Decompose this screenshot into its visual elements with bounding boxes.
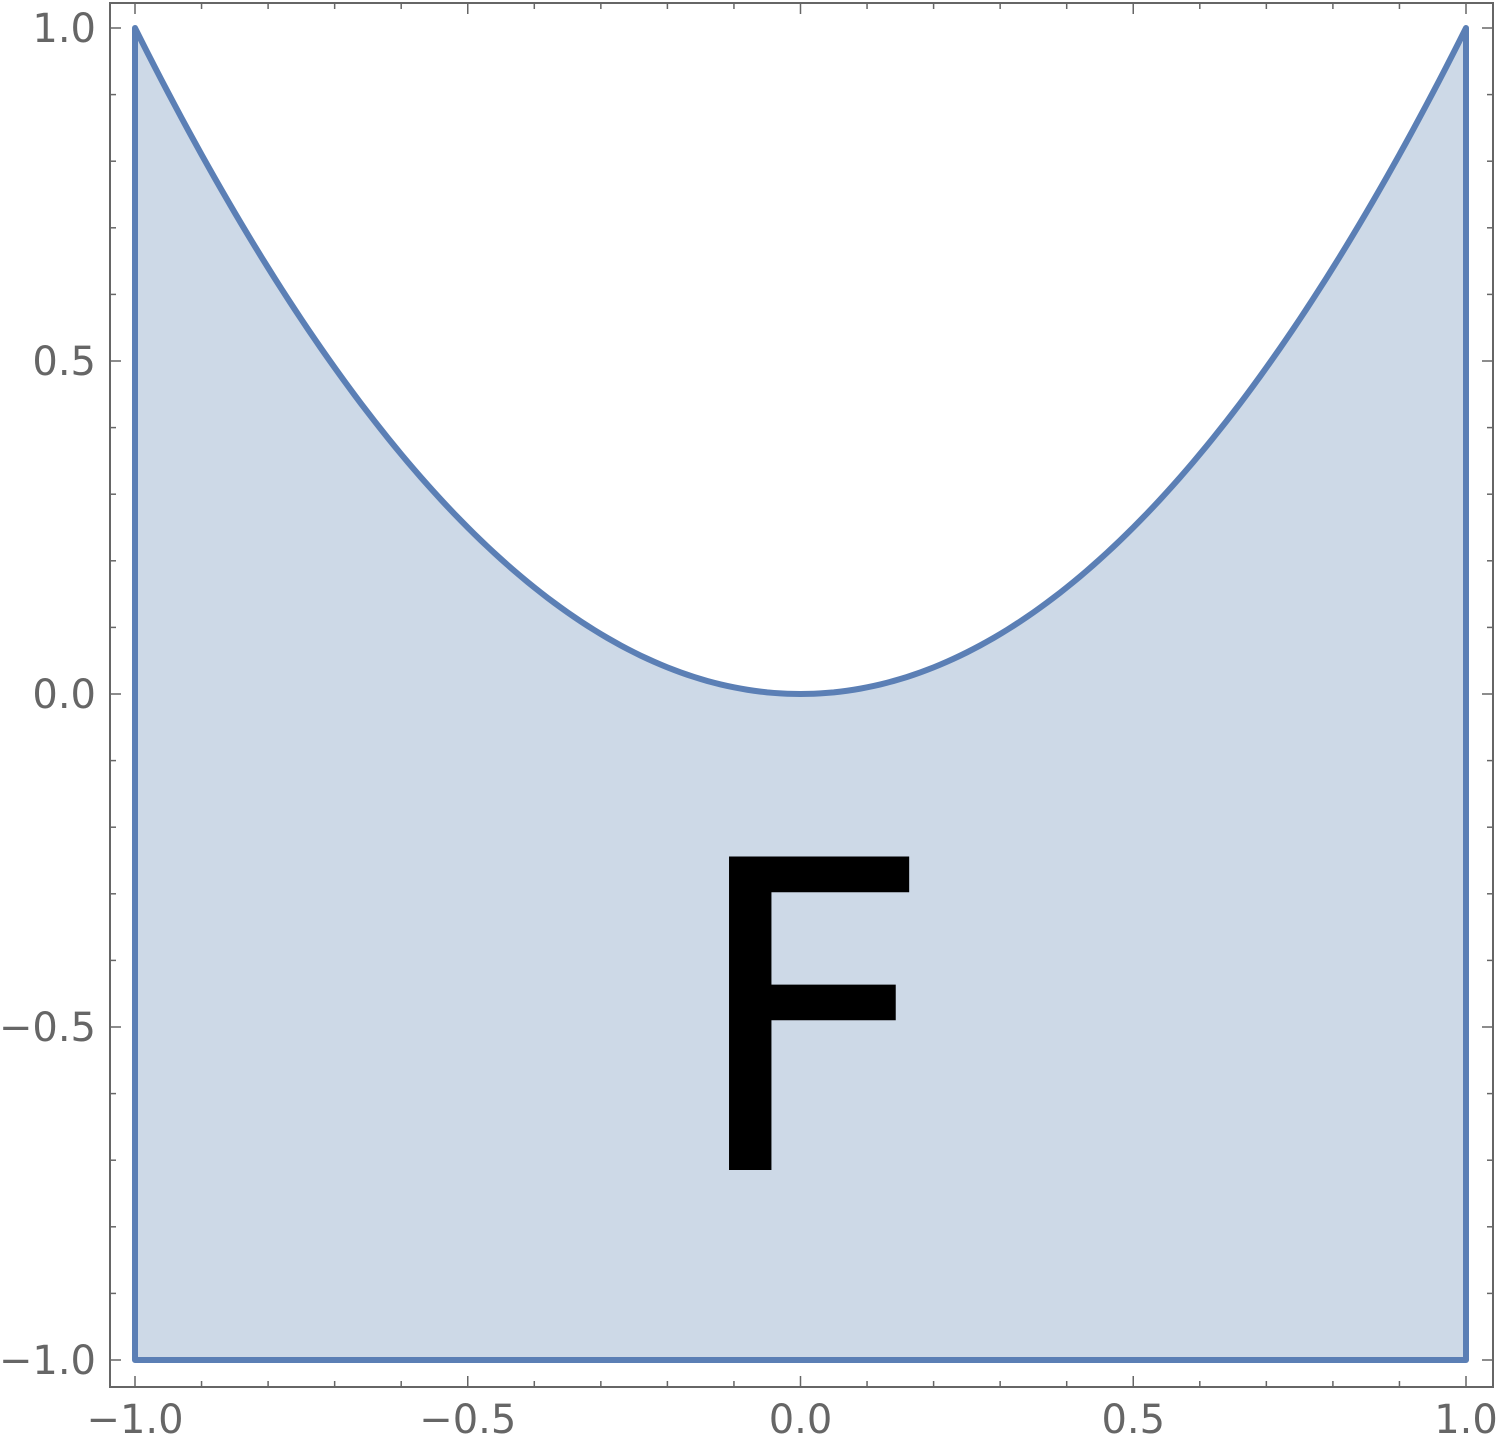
- y-tick-label: −0.5: [0, 1005, 96, 1051]
- x-tick-label: 1.0: [1434, 1397, 1498, 1443]
- region-label-f: F: [687, 772, 934, 1272]
- region-fill-layer: [132, 25, 1469, 1363]
- x-tick-label: 0.5: [1101, 1397, 1165, 1443]
- y-tick-label: 0.0: [32, 672, 96, 718]
- y-tick-label: 0.5: [32, 339, 96, 385]
- plot-frame: [109, 2, 1494, 1388]
- x-tick-label: −1.0: [86, 1397, 183, 1443]
- x-tick-label: 0.0: [769, 1397, 833, 1443]
- y-tick-label: 1.0: [32, 6, 96, 52]
- tick-labels-layer: −1.0 −0.5 0.0 0.5 1.0 −1.0 −0.5 0.0 0.5 1.0: [0, 6, 1498, 1443]
- y-tick-label: −1.0: [0, 1338, 96, 1384]
- x-tick-label: −0.5: [419, 1397, 516, 1443]
- region-f-area: [132, 25, 1469, 1363]
